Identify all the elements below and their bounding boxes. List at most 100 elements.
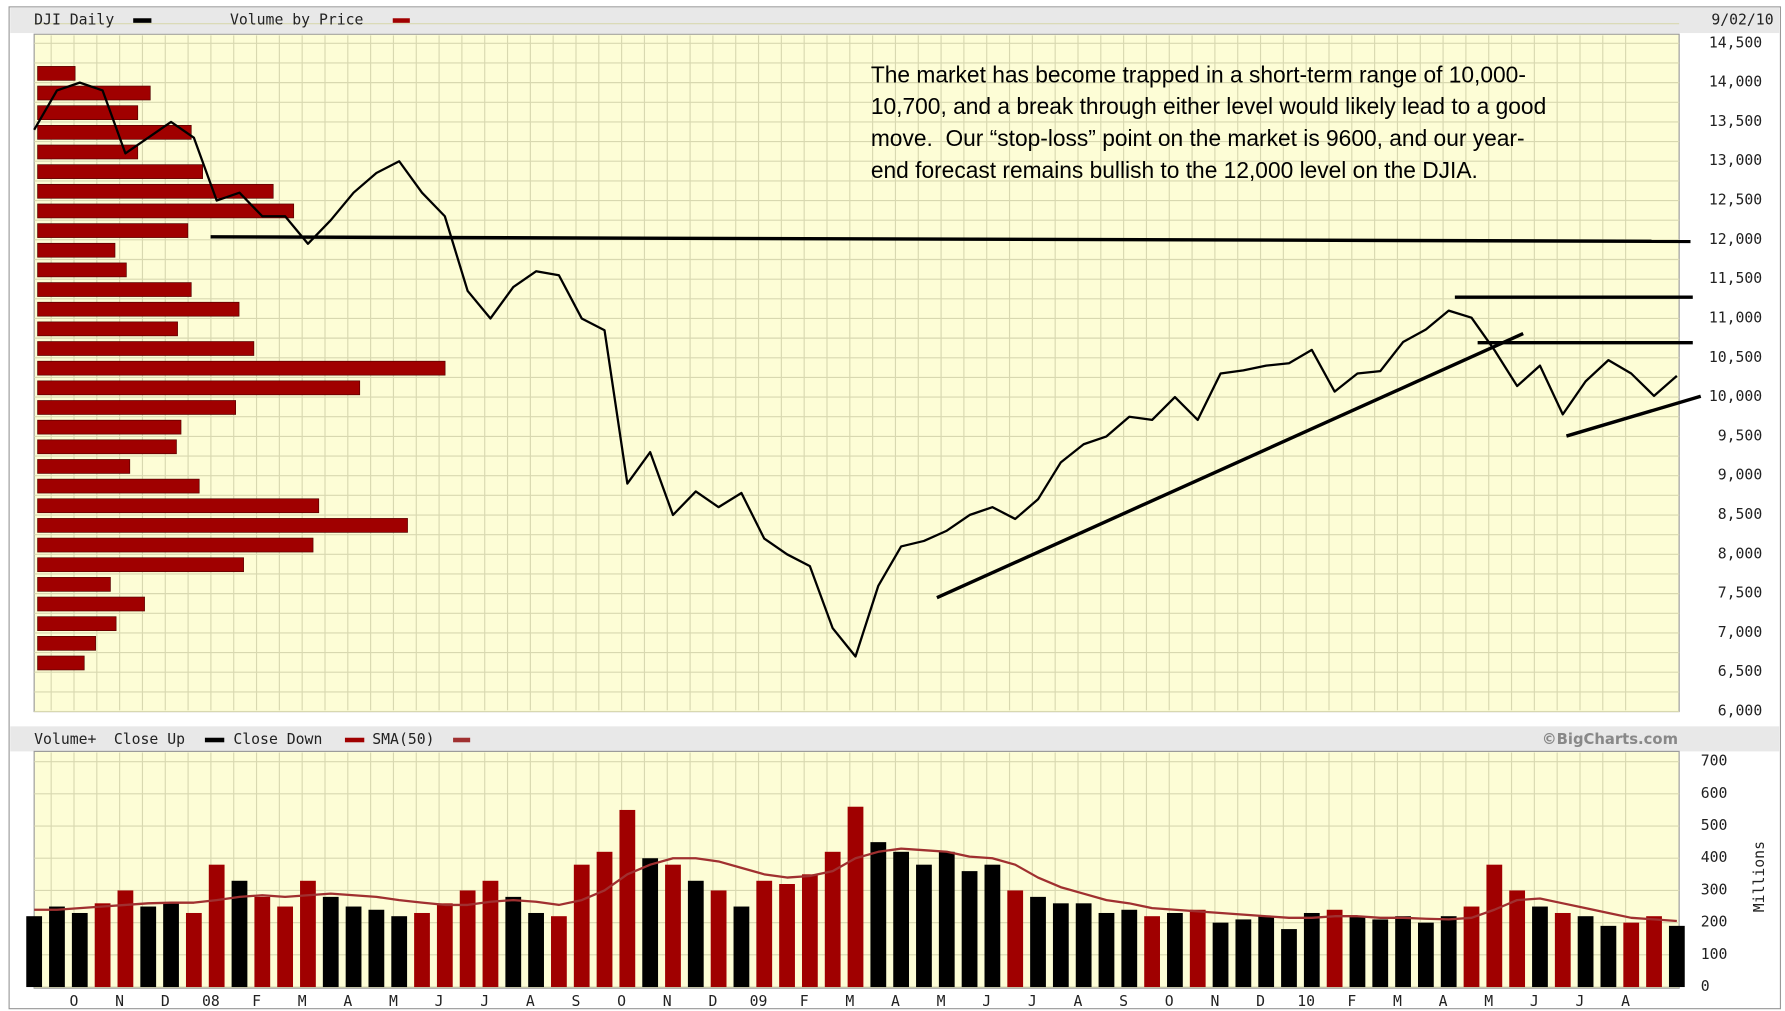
x-tick-label: J (982, 993, 991, 1010)
volume-by-price-bar (37, 596, 145, 612)
y-tick-label: 10,000 (1709, 388, 1762, 405)
y-tick-label: 14,000 (1709, 74, 1762, 91)
volume-bar (801, 874, 818, 988)
legend-label: SMA(50) (372, 731, 434, 748)
sma-line (34, 847, 1677, 923)
date-label: 9/02/10 (1711, 12, 1773, 29)
volume-bar (916, 864, 932, 988)
volume-bar (1372, 919, 1389, 988)
x-tick-label: M (1484, 993, 1493, 1010)
volume-by-price-bar (37, 321, 178, 337)
x-tick-label: M (937, 993, 946, 1010)
volume-by-price-bar (37, 400, 236, 415)
legend-swatch (204, 737, 225, 743)
x-tick-label: 10 (1297, 993, 1315, 1010)
volume-bar (1463, 906, 1480, 988)
volume-by-price-bar (37, 655, 85, 671)
y-tick-label: 8,500 (1718, 506, 1763, 523)
credit: ©BigCharts.com (1542, 731, 1678, 748)
volume-bar (345, 906, 362, 988)
volume-bar (1668, 925, 1685, 988)
x-tick-label: O (70, 993, 79, 1010)
trend-line (1565, 394, 1702, 438)
y-tick-label: 100 (1701, 946, 1728, 963)
vbp-legend: Volume by Price (230, 12, 364, 29)
legend-label: Close Down (233, 731, 322, 748)
volume-header (10, 726, 1780, 752)
x-tick-label: M (845, 993, 854, 1010)
volume-bar (140, 906, 157, 988)
volume-bar (870, 842, 887, 988)
x-tick-label: A (1439, 993, 1448, 1010)
x-tick-label: S (572, 993, 581, 1010)
volume-bar (1167, 912, 1183, 988)
volume-bar (551, 916, 567, 988)
volume-bar (1303, 912, 1320, 988)
annotation: The market has become trapped in a short… (871, 61, 1526, 87)
y-tick-label: 6,000 (1718, 703, 1763, 720)
x-tick-label: N (115, 993, 124, 1010)
x-tick-label: A (343, 993, 352, 1010)
x-tick-label: J (1576, 993, 1585, 1010)
volume-bar (414, 912, 430, 988)
y-tick-label: 300 (1701, 881, 1728, 898)
volume-bar (94, 903, 111, 988)
y-tick-label: 400 (1701, 849, 1728, 866)
x-tick-label: F (252, 993, 261, 1010)
annotation: move. Our “stop-loss” point on the marke… (871, 125, 1525, 151)
volume-bar (1030, 896, 1046, 988)
volume-by-price-bar (37, 439, 177, 455)
y-tick-label: 13,500 (1709, 113, 1762, 130)
x-tick-label: A (1074, 993, 1083, 1010)
volume-bar (1326, 909, 1343, 988)
volume-by-price-bar (37, 242, 116, 258)
y-tick-label: 0 (1701, 978, 1710, 995)
volume-bar (1235, 919, 1252, 988)
volume-by-price-bar (37, 459, 131, 474)
volume-bar (1532, 906, 1548, 988)
volume-by-price-bar (37, 341, 255, 356)
y-tick-label: 9,000 (1718, 467, 1763, 484)
y-tick-label: 12,000 (1709, 231, 1762, 248)
volume-bar (1395, 916, 1411, 988)
legend-label: Close Up (114, 731, 185, 748)
volume-bar (391, 916, 408, 988)
volume-by-price-bar (37, 380, 361, 396)
volume-by-price-bar (37, 301, 240, 317)
y-tick-label: 14,500 (1709, 34, 1762, 51)
x-tick-label: O (617, 993, 626, 1010)
volume-bar (1212, 922, 1229, 988)
y-tick-label: 11,000 (1709, 309, 1762, 326)
volume-bar (505, 896, 522, 988)
volume-bar (1646, 916, 1662, 988)
volume-by-price-bar (37, 636, 96, 651)
x-tick-label: S (1119, 993, 1128, 1010)
legend-swatch (133, 18, 152, 23)
volume-by-price-bar (37, 360, 446, 376)
volume-bar (756, 880, 773, 988)
volume-by-price-bar (37, 183, 274, 199)
volume-bar (961, 871, 978, 988)
volume-bar (733, 906, 750, 988)
volume-bar (984, 864, 1001, 988)
volume-title: Volume+ (34, 731, 96, 748)
volume-bar (436, 903, 453, 988)
volume-bar (1075, 903, 1092, 988)
volume-bar (482, 880, 499, 988)
x-tick-label: M (1393, 993, 1402, 1010)
volume-by-price-bar (37, 105, 139, 120)
volume-bar (208, 864, 225, 988)
volume-bar (1121, 909, 1138, 988)
volume-by-price-bar (37, 616, 117, 631)
volume-by-price-bar (37, 85, 151, 101)
x-tick-label: J (435, 993, 444, 1010)
volume-bar (687, 880, 704, 988)
x-tick-label: F (800, 993, 809, 1010)
volume-bar (710, 890, 727, 988)
volume-bar (185, 912, 202, 988)
volume-by-price-bar (37, 498, 320, 514)
volume-bar (1417, 922, 1434, 988)
volume-bar (26, 916, 43, 988)
